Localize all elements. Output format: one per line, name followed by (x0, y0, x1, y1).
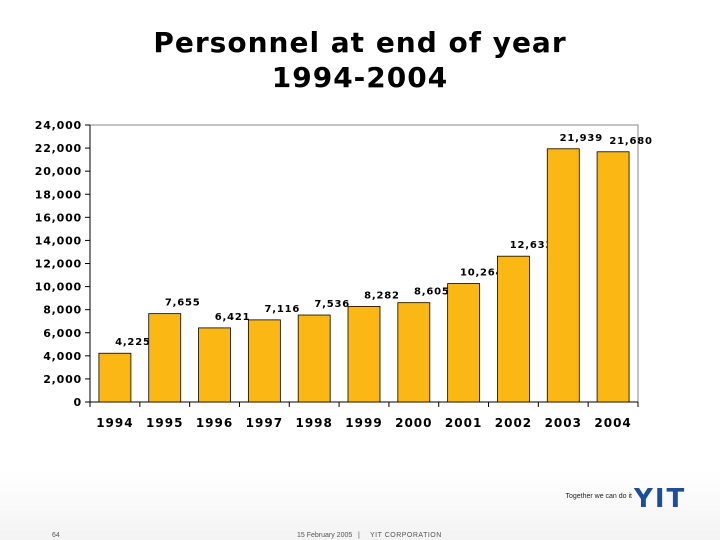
y-tick-label: 24,000 (35, 119, 82, 132)
bar (347, 306, 381, 403)
data-label: 8,282 (364, 290, 400, 301)
chart-title: Personnel at end of year (153, 26, 567, 59)
bar (247, 319, 281, 403)
x-tick-label: 2002 (495, 416, 532, 430)
bar (397, 302, 431, 403)
data-label: 4,225 (115, 337, 151, 348)
x-tick-label: 1996 (196, 416, 233, 430)
x-tick-label: 2001 (445, 416, 482, 430)
page-number: 64 (52, 532, 60, 539)
y-tick-label: 2,000 (43, 373, 82, 386)
y-tick-label: 0 (74, 396, 82, 409)
yit-logo: YIT (633, 484, 706, 515)
bar (297, 314, 331, 403)
x-tick-label: 1998 (295, 416, 332, 430)
bar (497, 255, 530, 403)
chart-subtitle: 1994-2004 (271, 61, 449, 94)
y-tick-label: 18,000 (35, 188, 82, 201)
x-tick-label: 1995 (146, 416, 183, 430)
x-tick-label: 1994 (96, 416, 133, 430)
y-tick-label: 4,000 (43, 350, 82, 363)
footer-company: YIT CORPORATION (370, 532, 442, 539)
svg-text:YIT: YIT (634, 486, 686, 510)
data-label: 21,939 (560, 133, 603, 144)
y-tick-label: 16,000 (35, 211, 82, 224)
y-tick-label: 6,000 (43, 327, 82, 340)
data-label: 7,655 (165, 298, 201, 309)
data-label: 10,264 (460, 268, 503, 279)
y-tick-label: 20,000 (35, 165, 82, 178)
footer-tagline: Together we can do it (565, 493, 632, 500)
bar (447, 283, 481, 403)
data-label: 8,605 (414, 287, 450, 298)
bar (198, 327, 231, 403)
data-label: 7,536 (314, 299, 350, 310)
bar (546, 148, 580, 403)
x-tick-label: 1999 (345, 416, 382, 430)
footer-date: 15 February 2005 (297, 532, 353, 539)
footer-band (0, 470, 720, 540)
bar (596, 151, 630, 403)
y-tick-label: 8,000 (43, 304, 82, 317)
y-tick-label: 10,000 (35, 281, 82, 294)
bar-chart: 0 2,000 4,000 6,000 8,000 10,000 12,000 14,000 1… (35, 119, 652, 430)
data-label: 21,680 (609, 136, 652, 147)
x-tick-label: 2004 (594, 416, 631, 430)
bar (148, 313, 182, 403)
data-label: 12,633 (510, 240, 553, 251)
bar (98, 352, 132, 403)
y-tick-label: 14,000 (35, 234, 82, 247)
x-tick-label: 2003 (545, 416, 582, 430)
y-tick-label: 12,000 (35, 258, 82, 271)
footer-separator: | (358, 532, 360, 539)
data-label: 7,116 (265, 304, 301, 315)
data-label: 6,421 (215, 312, 251, 323)
y-tick-label: 22,000 (35, 142, 82, 155)
x-tick-label: 1997 (246, 416, 283, 430)
x-tick-label: 2000 (395, 416, 432, 430)
